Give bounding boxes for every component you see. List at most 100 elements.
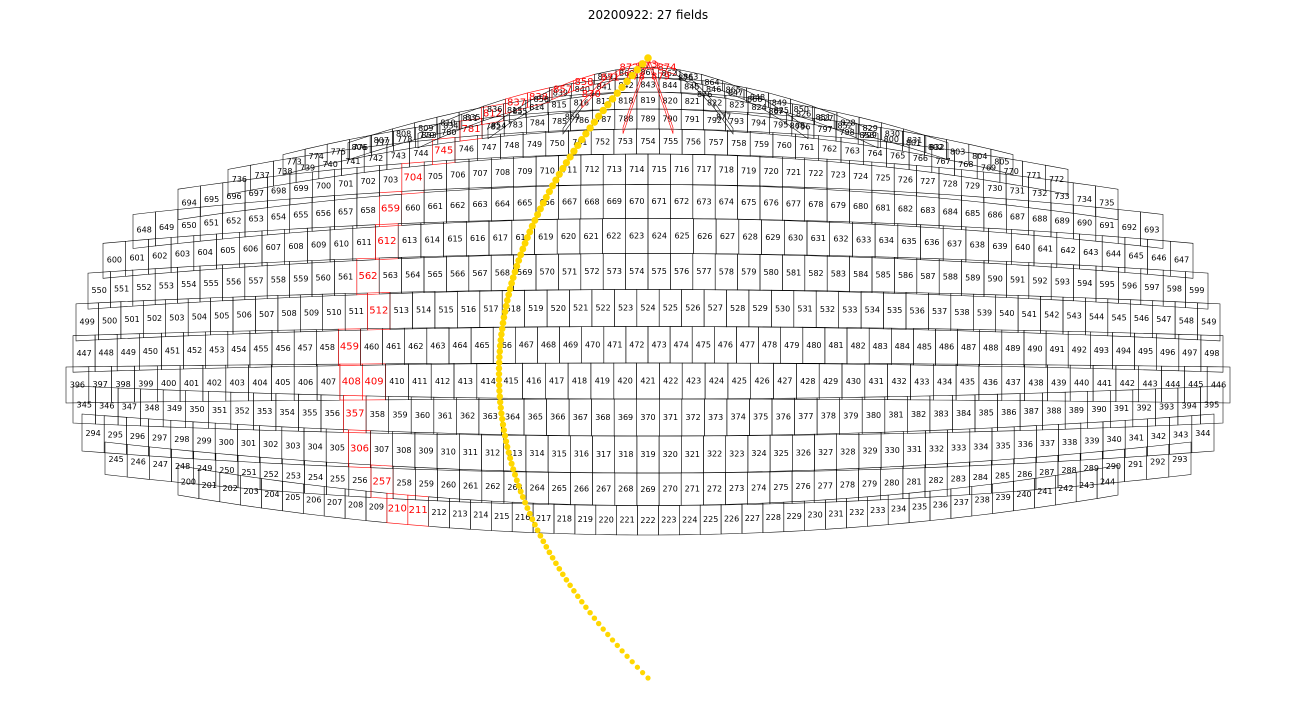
field-label: 739 [300, 164, 315, 173]
field-label: 256 [352, 476, 367, 485]
track-point [515, 482, 522, 489]
track-point [497, 336, 505, 344]
field-label: 368 [595, 413, 610, 422]
field-label: 661 [428, 202, 443, 211]
field-label: 607 [266, 243, 281, 252]
field-label: 803 [950, 147, 965, 156]
field-label: 586 [898, 271, 913, 280]
field-label: 402 [207, 379, 222, 388]
field-label: 374 [731, 413, 746, 422]
field-label: 500 [102, 316, 117, 325]
track-point [545, 188, 553, 196]
field-label: 476 [718, 340, 733, 349]
track-point [507, 455, 514, 462]
field-label: 694 [182, 198, 197, 207]
field-label: 215 [494, 512, 509, 521]
field-label: 704 [403, 173, 422, 184]
field-label: 262 [485, 482, 500, 491]
field-label: 276 [795, 482, 810, 491]
field-label: 370 [640, 413, 655, 422]
field-label: 390 [1091, 405, 1106, 414]
field-label: 675 [741, 198, 756, 207]
field-label: 863 [683, 72, 698, 81]
field-label: 351 [212, 406, 227, 415]
track-point [531, 216, 539, 224]
field-label: 564 [405, 271, 420, 280]
field-label: 620 [561, 232, 576, 241]
field-label: 603 [175, 250, 190, 259]
field-label: 235 [912, 502, 927, 511]
field-label: 773 [286, 157, 301, 166]
field-label: 574 [629, 267, 644, 276]
field-label: 760 [777, 141, 792, 150]
field-label: 573 [607, 267, 622, 276]
field-label: 612 [377, 236, 396, 247]
track-point [591, 615, 598, 621]
field-label: 635 [901, 237, 916, 246]
field-label: 757 [708, 138, 723, 147]
field-label: 511 [349, 307, 364, 316]
field-label: 640 [1015, 243, 1030, 252]
track-point [506, 285, 514, 293]
field-label: 470 [585, 340, 600, 349]
field-label: 578 [719, 267, 734, 276]
field-label: 532 [820, 305, 835, 314]
field-cell [1191, 413, 1215, 453]
field-label: 541 [1022, 310, 1037, 319]
field-label: 819 [640, 96, 655, 105]
track-point [496, 382, 503, 389]
field-label: 743 [391, 151, 406, 160]
field-label: 217 [536, 514, 551, 523]
field-label: 815 [551, 101, 566, 110]
track-point [502, 302, 510, 310]
field-label: 839 [553, 88, 568, 97]
field-label: 376 [776, 412, 791, 421]
field-label: 289 [1084, 464, 1099, 473]
field-label: 524 [640, 304, 655, 313]
field-label: 462 [408, 342, 423, 351]
track-point [510, 466, 517, 473]
field-label: 667 [562, 198, 577, 207]
field-label: 343 [1173, 431, 1188, 440]
field-label: 252 [264, 470, 279, 479]
field-label: 492 [1072, 345, 1087, 354]
field-label: 608 [288, 242, 303, 251]
field-label: 598 [1167, 284, 1182, 293]
field-label: 457 [298, 344, 313, 353]
field-label: 660 [405, 203, 420, 212]
field-label: 709 [517, 167, 532, 176]
field-label: 285 [995, 472, 1010, 481]
track-point [498, 410, 505, 417]
field-label: 692 [1122, 223, 1137, 232]
field-label: 538 [954, 308, 969, 317]
field-label: 515 [438, 305, 453, 314]
field-label: 324 [751, 449, 766, 458]
field-label: 327 [818, 448, 833, 457]
field-label: 489 [1005, 344, 1020, 353]
field-label: 417 [549, 377, 564, 386]
field-label: 780 [441, 128, 456, 137]
track-point [517, 488, 524, 495]
field-label: 580 [764, 268, 779, 277]
field-label: 533 [842, 305, 857, 314]
field-label: 766 [913, 154, 928, 163]
track-point [498, 325, 506, 333]
field-label: 551 [114, 284, 129, 293]
field-label: 365 [528, 413, 543, 422]
field-label: 579 [741, 268, 756, 277]
track-point [613, 89, 622, 97]
track-point [539, 199, 547, 207]
field-label: 754 [640, 137, 655, 146]
field-label: 542 [1044, 311, 1059, 320]
field-label: 379 [843, 411, 858, 420]
track-point [549, 554, 556, 561]
field-label: 771 [1026, 171, 1041, 180]
field-label: 220 [599, 515, 614, 524]
field-label: 429 [823, 377, 838, 386]
field-label: 830 [885, 130, 900, 139]
field-label: 436 [983, 378, 998, 387]
field-label: 622 [606, 232, 621, 241]
track-point [531, 521, 538, 528]
field-label: 762 [822, 145, 837, 154]
field-label: 687 [1010, 212, 1025, 221]
